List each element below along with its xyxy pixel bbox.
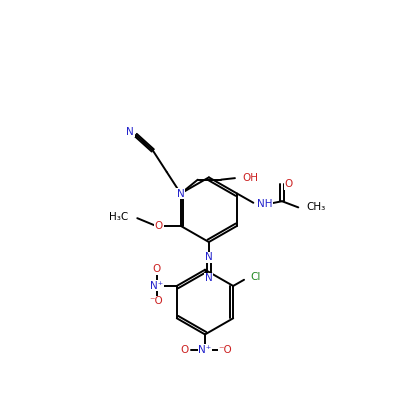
Text: O: O: [181, 345, 189, 355]
Text: N⁺: N⁺: [198, 345, 212, 355]
Text: OH: OH: [243, 173, 259, 183]
Text: H₃C: H₃C: [109, 212, 128, 222]
Text: O: O: [152, 264, 161, 274]
Text: N⁺: N⁺: [150, 281, 163, 291]
Text: NH: NH: [257, 199, 273, 209]
Text: N: N: [205, 252, 213, 262]
Text: O: O: [284, 179, 292, 189]
Text: CH₃: CH₃: [306, 202, 325, 212]
Text: N: N: [177, 188, 184, 198]
Text: O: O: [155, 221, 163, 231]
Text: ⁻O: ⁻O: [150, 296, 164, 306]
Text: ⁻O: ⁻O: [218, 345, 232, 355]
Text: N: N: [126, 127, 134, 137]
Text: Cl: Cl: [250, 272, 261, 282]
Text: N: N: [205, 273, 213, 283]
